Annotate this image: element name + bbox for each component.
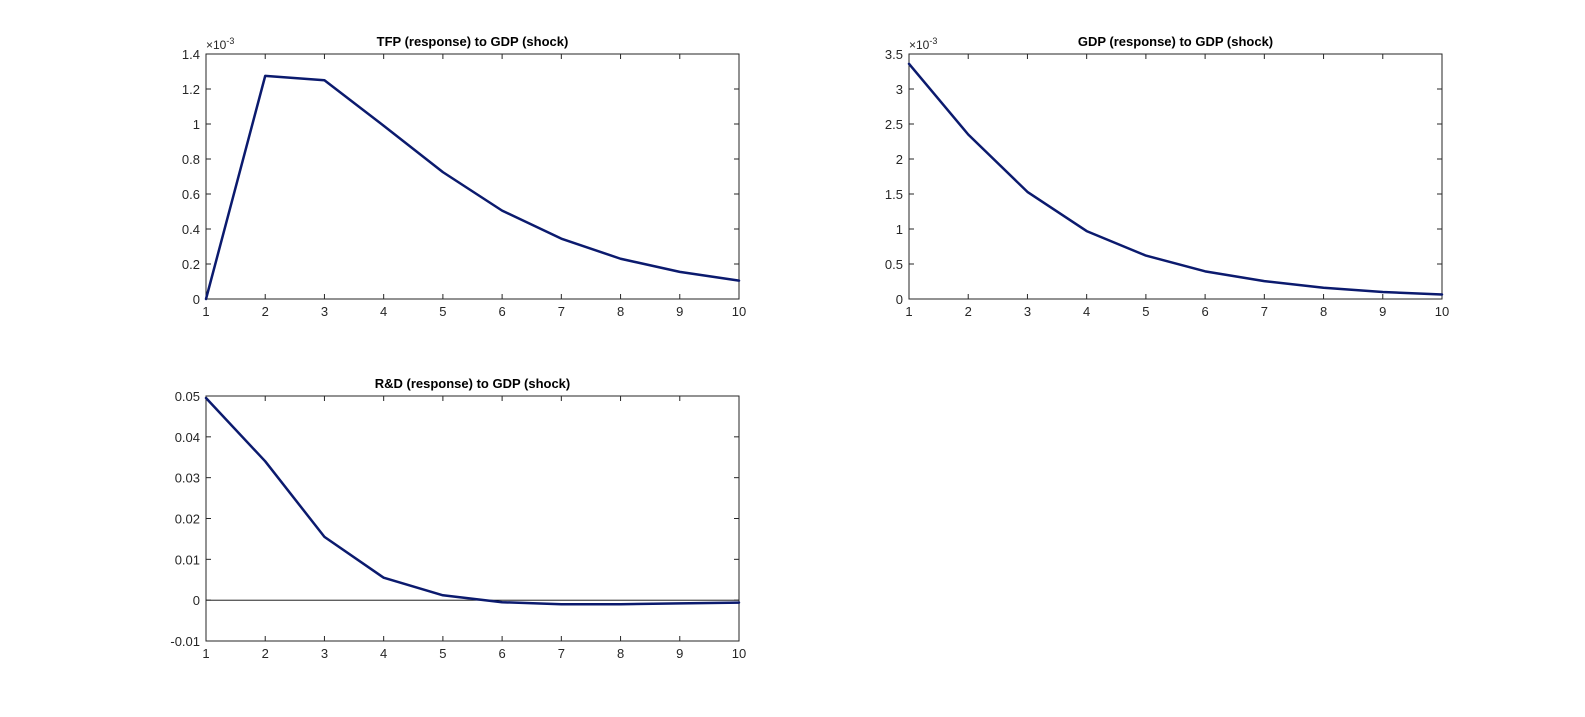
x-tick-label: 4 <box>380 646 387 661</box>
x-tick-label: 10 <box>1435 304 1449 319</box>
x-tick-label: 7 <box>1261 304 1268 319</box>
x-tick-label: 1 <box>202 304 209 319</box>
x-tick-label: 7 <box>558 304 565 319</box>
y-tick-label: 0.05 <box>175 389 200 404</box>
x-tick-label: 10 <box>732 304 746 319</box>
x-tick-label: 2 <box>262 646 269 661</box>
x-tick-label: 9 <box>676 646 683 661</box>
chart-panel-3: 1 2 3 4 5 6 7 8 9 10 -0.01 0 0.01 0.02 0.03 0.04 0.05 R&D… <box>170 376 746 661</box>
y-tick-label: 0.03 <box>175 471 200 486</box>
y-tick-label: 1.5 <box>885 187 903 202</box>
exponent-base: ×10 <box>206 38 227 52</box>
y-tick-label: -0.01 <box>170 634 200 649</box>
y-tick-label: 0 <box>193 292 200 307</box>
x-tick-label: 4 <box>1083 304 1090 319</box>
plot-area-frame <box>908 53 1443 300</box>
x-tick-label: 7 <box>558 646 565 661</box>
y-tick-label: 0.4 <box>182 222 200 237</box>
y-tick-label: 3.5 <box>885 47 903 62</box>
y-tick-label: 0.2 <box>182 257 200 272</box>
x-tick-label: 5 <box>439 646 446 661</box>
x-tick-label: 4 <box>380 304 387 319</box>
y-tick-label: 1.4 <box>182 47 200 62</box>
y-axis-exponent-label: ×10-3 <box>206 36 234 52</box>
x-tick-label: 2 <box>262 304 269 319</box>
chart-title: TFP (response) to GDP (shock) <box>377 34 569 49</box>
x-tick-label: 5 <box>439 304 446 319</box>
y-tick-label: 0.8 <box>182 152 200 167</box>
x-tick-label: 8 <box>617 304 624 319</box>
x-tick-label: 6 <box>1201 304 1208 319</box>
x-tick-label: 8 <box>617 646 624 661</box>
x-tick-label: 5 <box>1142 304 1149 319</box>
series-line-1 <box>907 62 1444 296</box>
x-tick-label: 10 <box>732 646 746 661</box>
x-tick-label: 3 <box>321 646 328 661</box>
series-line-1 <box>204 396 741 606</box>
chart-panel-2: 1 2 3 4 5 6 7 8 9 10 0 0.5 1 1.5 2 2.5 3 3.5 ×10-3 GDP (res… <box>885 34 1449 319</box>
y-tick-label: 2 <box>896 152 903 167</box>
x-tick-label: 6 <box>498 646 505 661</box>
chart-title: R&D (response) to GDP (shock) <box>375 376 571 391</box>
plot-area-frame <box>205 53 740 300</box>
chart-panel-1: 1 2 3 4 5 6 7 8 9 10 0 0.2 0.4 0.6 0.8 1 1.2 1.4 ×10-3 TFP … <box>182 34 746 319</box>
y-tick-label: 0.01 <box>175 552 200 567</box>
y-tick-label: 1.2 <box>182 82 200 97</box>
exponent-power: -3 <box>929 36 937 46</box>
chart-title: GDP (response) to GDP (shock) <box>1078 34 1273 49</box>
y-tick-label: 3 <box>896 82 903 97</box>
x-tick-label: 2 <box>965 304 972 319</box>
y-tick-label: 0.5 <box>885 257 903 272</box>
x-tick-label: 1 <box>905 304 912 319</box>
y-tick-label: 1 <box>193 117 200 132</box>
series-line-1 <box>204 74 741 301</box>
x-tick-label: 6 <box>498 304 505 319</box>
y-tick-label: 0 <box>193 593 200 608</box>
y-tick-label: 2.5 <box>885 117 903 132</box>
x-tick-label: 3 <box>321 304 328 319</box>
x-tick-label: 1 <box>202 646 209 661</box>
exponent-power: -3 <box>226 36 234 46</box>
y-tick-label: 0.04 <box>175 430 200 445</box>
y-axis-exponent-label: ×10-3 <box>909 36 937 52</box>
x-tick-label: 3 <box>1024 304 1031 319</box>
x-tick-label: 9 <box>676 304 683 319</box>
exponent-base: ×10 <box>909 38 930 52</box>
y-tick-label: 0.02 <box>175 512 200 527</box>
y-tick-label: 0.6 <box>182 187 200 202</box>
x-tick-label: 9 <box>1379 304 1386 319</box>
y-tick-label: 1 <box>896 222 903 237</box>
y-tick-label: 0 <box>896 292 903 307</box>
x-tick-label: 8 <box>1320 304 1327 319</box>
